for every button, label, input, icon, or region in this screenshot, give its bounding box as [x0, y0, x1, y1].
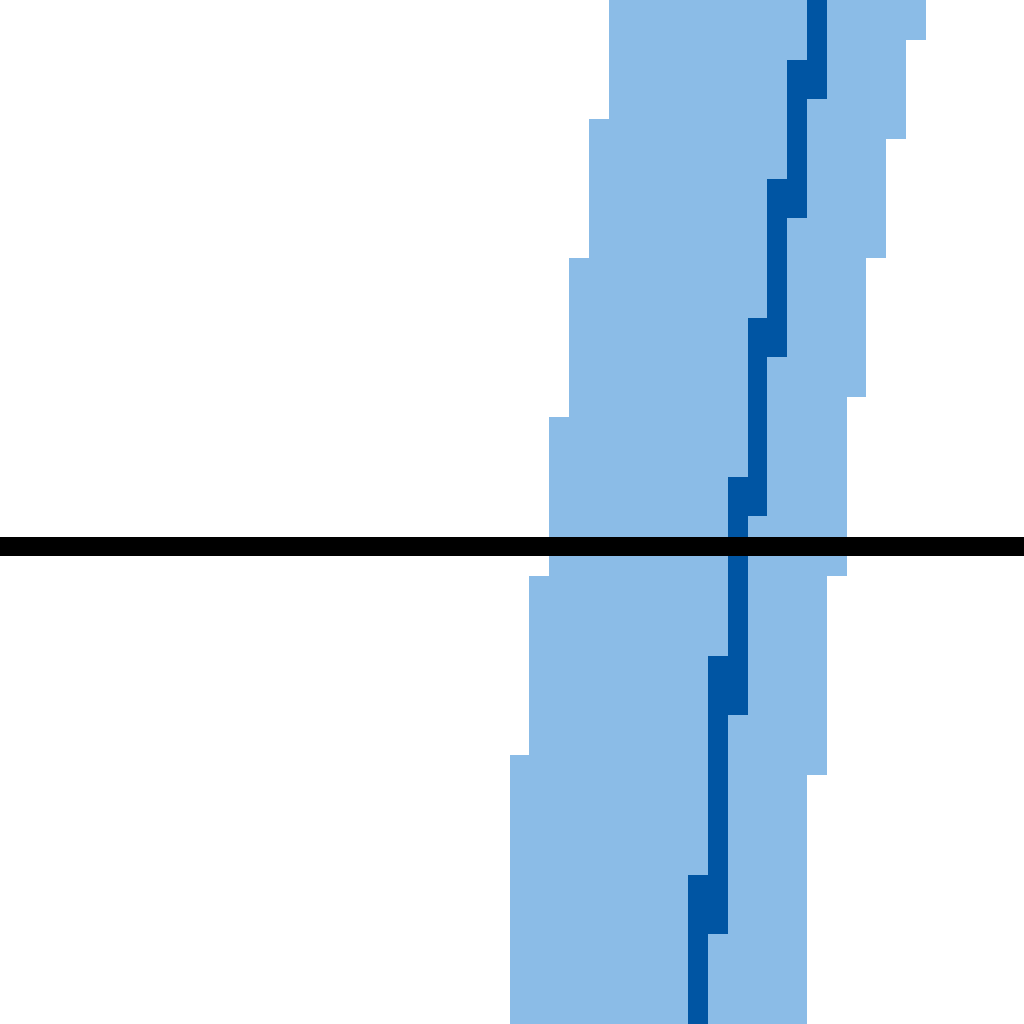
line-segment: [748, 318, 787, 357]
line-segment: [688, 875, 728, 934]
band-segment: [510, 755, 827, 775]
line-segment: [787, 60, 827, 99]
line-segment: [708, 715, 728, 875]
line-segment: [728, 477, 767, 516]
line-segment: [767, 179, 807, 218]
dark-blue-stepped-line: [688, 0, 827, 1024]
band-segment: [609, 0, 926, 40]
band-segment: [589, 139, 886, 258]
band-segment: [589, 119, 906, 139]
line-segment: [708, 656, 748, 715]
band-segment: [529, 576, 827, 755]
band-segment: [569, 258, 866, 397]
line-segment: [748, 357, 767, 477]
horizontal-black-line: [0, 537, 1024, 556]
band-segment: [609, 40, 906, 119]
band-segment: [569, 397, 847, 417]
light-blue-band: [510, 0, 926, 1024]
line-segment: [767, 218, 787, 318]
band-segment: [510, 775, 807, 1024]
line-segment: [807, 0, 827, 60]
line-segment: [688, 934, 708, 1024]
line-segment: [787, 99, 807, 179]
